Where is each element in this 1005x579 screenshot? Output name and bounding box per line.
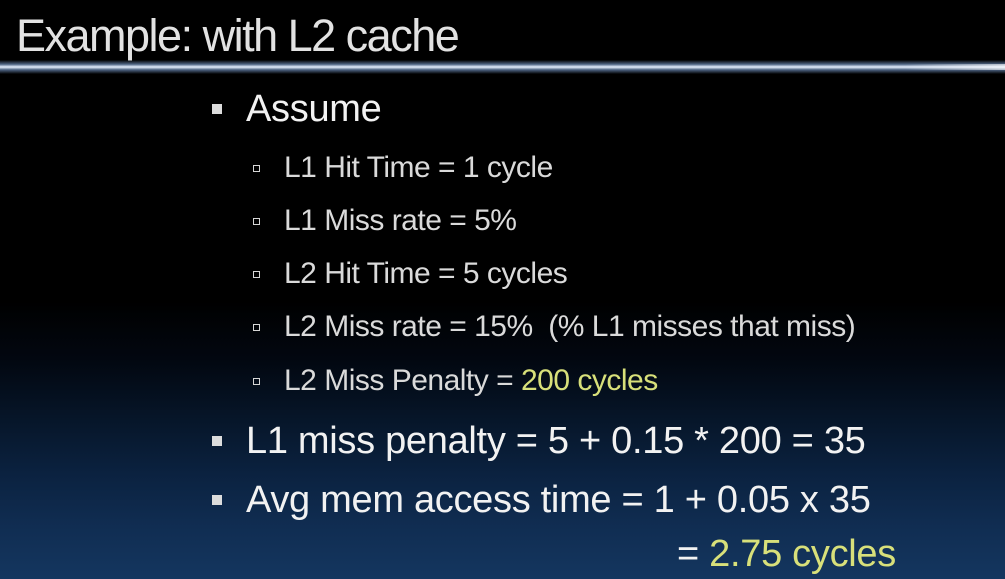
assume-item-text: L2 Miss rate = 15% (% L1 misses that mis… (284, 310, 856, 343)
penalty-value: 200 cycles (520, 364, 658, 397)
assume-item-text: L1 Hit Time = 1 cycle (284, 151, 553, 184)
hollow-square-bullet-icon (253, 218, 260, 225)
assume-item-text: L2 Hit Time = 5 cycles (284, 257, 568, 290)
avg-access-time-text: Avg mem access time = 1 + 0.05 x 35 (246, 479, 871, 521)
assume-item-text: L2 Miss Penalty = 200 cycles (284, 363, 658, 399)
assume-item-text: L1 Miss rate = 5% (284, 204, 517, 237)
penalty-label: L2 Miss Penalty = (284, 364, 521, 397)
hollow-square-bullet-icon (253, 271, 260, 278)
hollow-square-bullet-icon (253, 378, 260, 385)
bullet-assume-text: Assume (246, 88, 382, 130)
result-value: 2.75 cycles (709, 533, 896, 575)
l1-miss-penalty-text: L1 miss penalty = 5 + 0.15 * 200 = 35 (246, 420, 866, 462)
square-bullet-icon (212, 495, 222, 505)
slide-title: Example: with L2 cache (16, 10, 460, 61)
hollow-square-bullet-icon (253, 165, 260, 172)
square-bullet-icon (212, 436, 222, 446)
title-divider (0, 60, 1005, 74)
hollow-square-bullet-icon (253, 324, 260, 331)
square-bullet-icon (212, 104, 222, 114)
avg-access-time-result-text: = 2.75 cycles (677, 532, 896, 576)
equals-sign: = (677, 533, 710, 575)
